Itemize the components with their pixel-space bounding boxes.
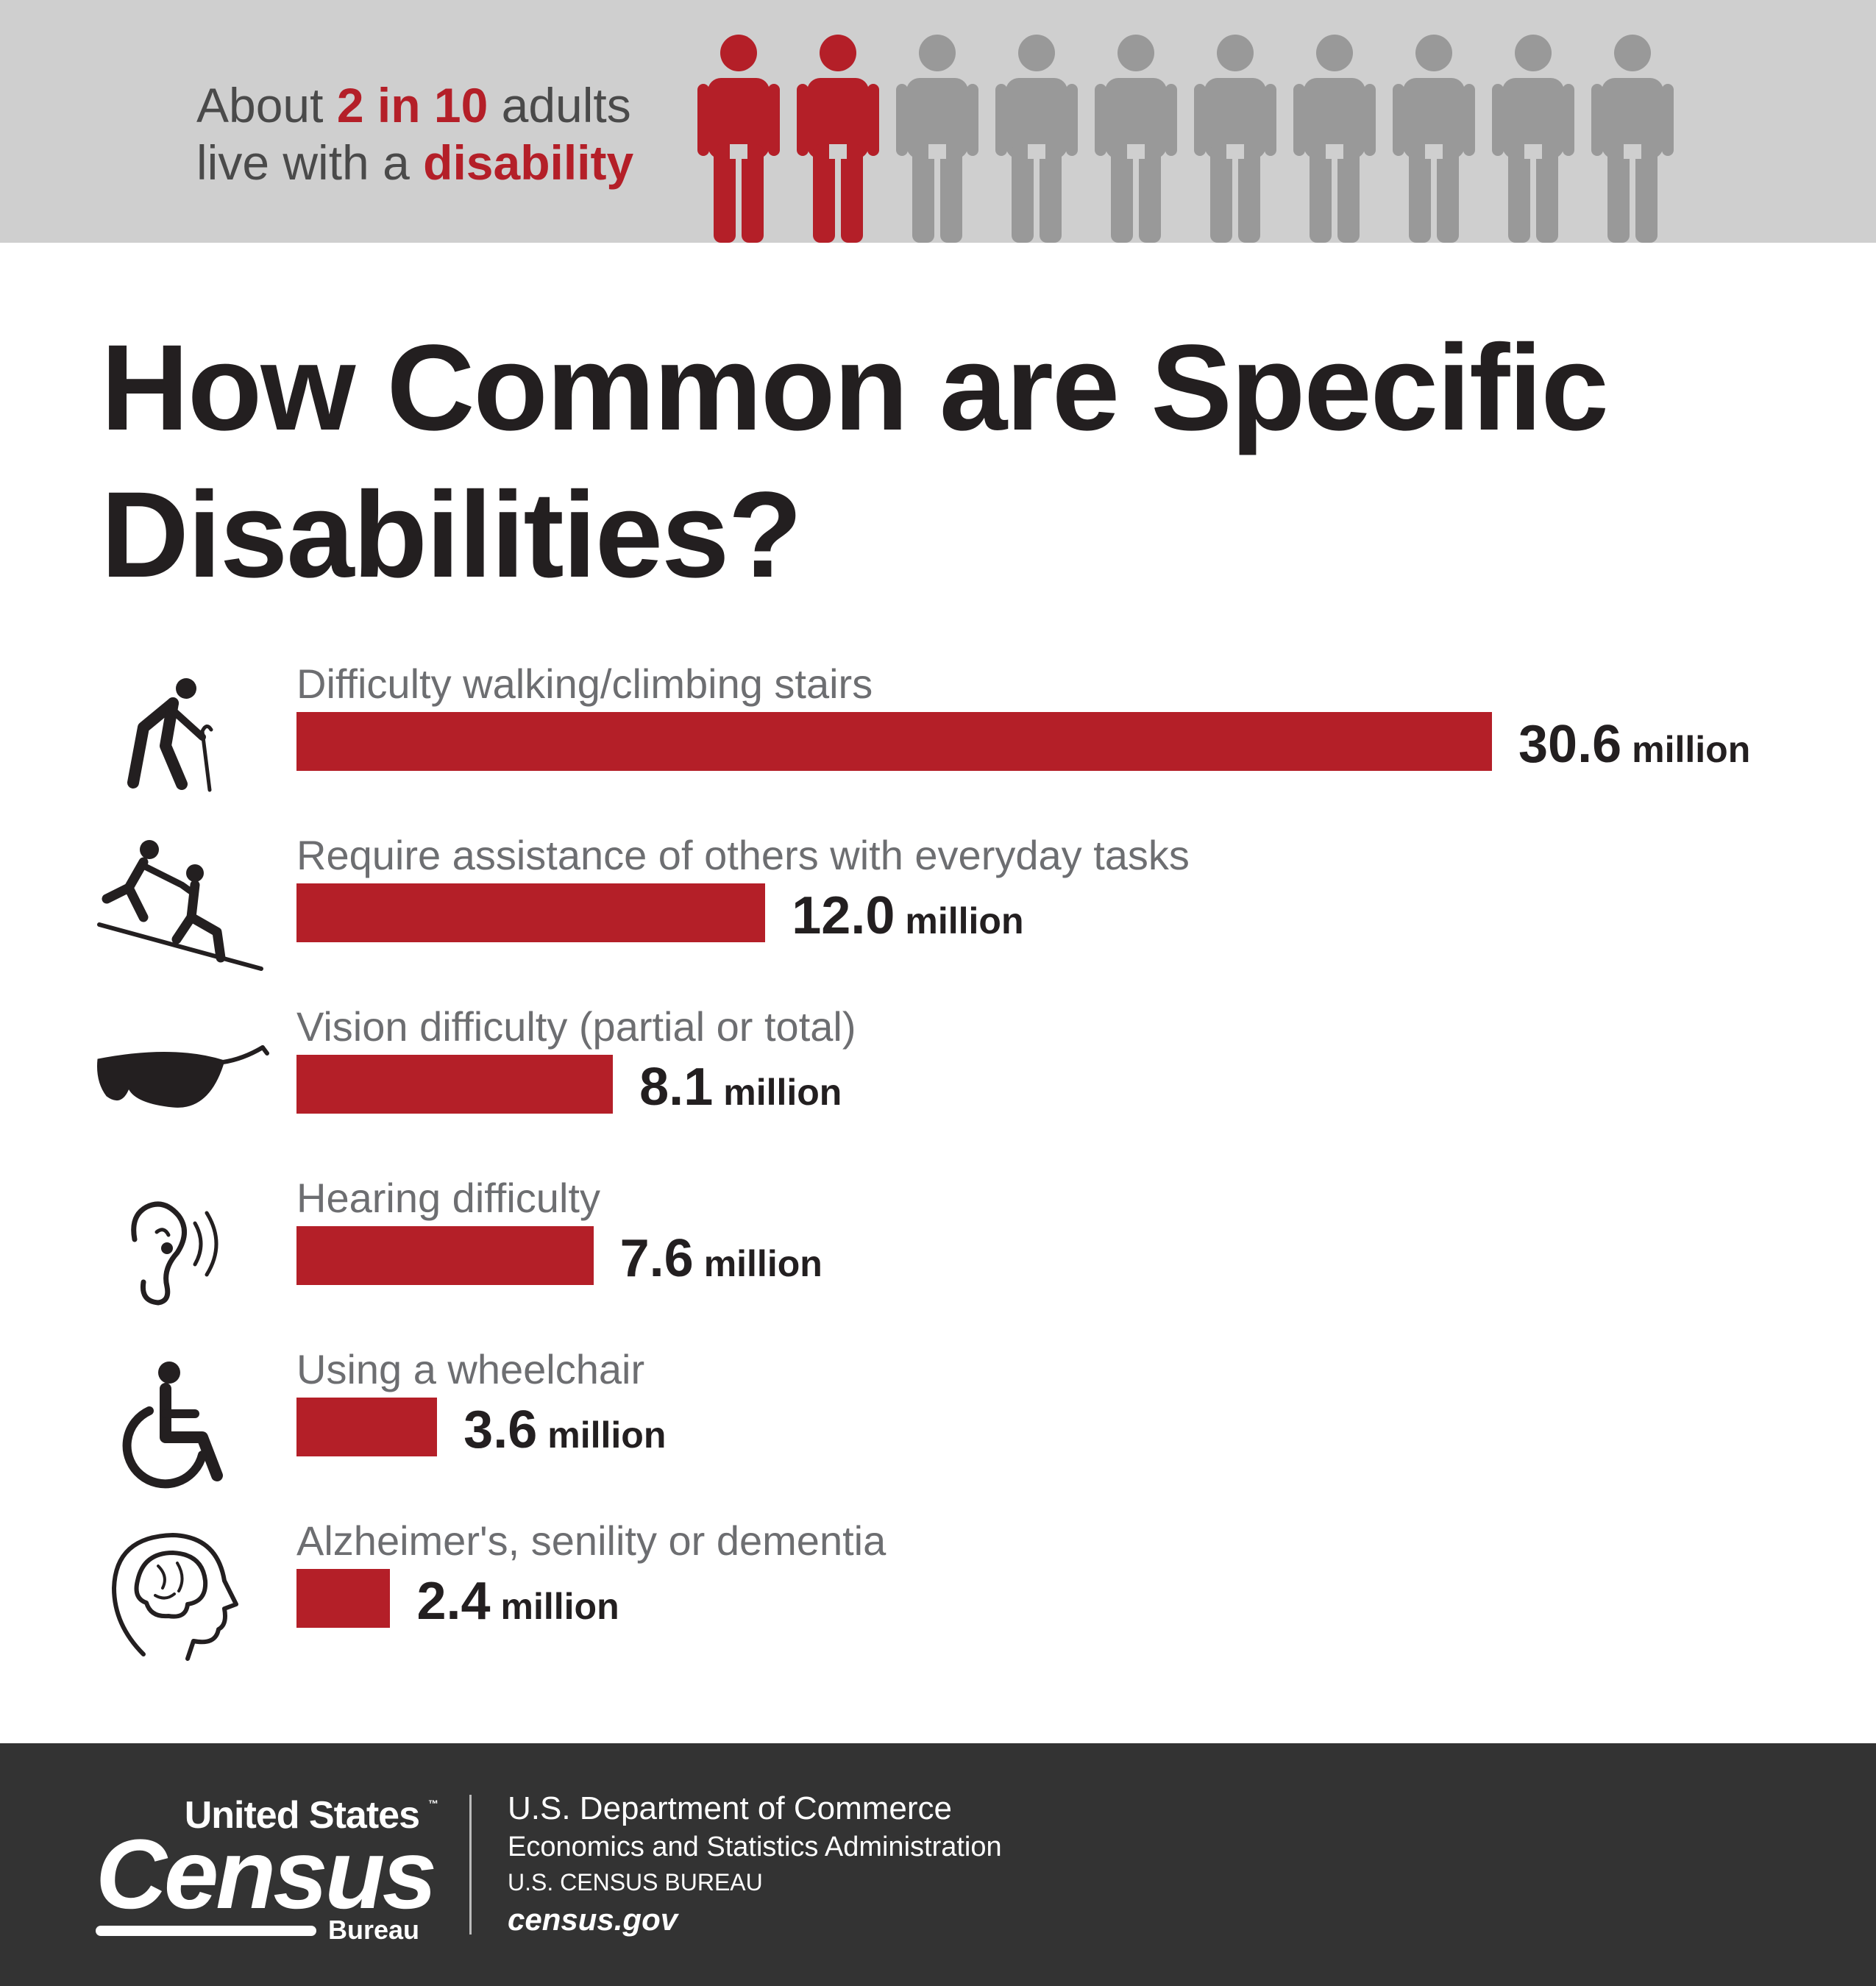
bar-value-unit: million	[905, 900, 1024, 942]
category-label: Require assistance of others with everyd…	[296, 832, 1190, 878]
bar	[296, 1055, 614, 1114]
person-icon	[1492, 35, 1574, 243]
agency-bureau: U.S. CENSUS BUREAU	[508, 1869, 763, 1896]
wheelchair-icon	[122, 1362, 223, 1489]
bar-value-label: 7.6 million	[620, 1229, 822, 1293]
category-label: Using a wheelchair	[296, 1346, 645, 1392]
banner-statement: About 2 in 10 adults live with a disabil…	[196, 76, 633, 191]
banner-ratio: 2 in 10	[336, 78, 488, 132]
person-icon-highlighted	[797, 35, 879, 243]
bar-value-label: 30.6 million	[1518, 715, 1750, 779]
person-icon-highlighted	[697, 35, 780, 243]
bar-value-number: 7.6	[619, 1229, 694, 1288]
bar-value-unit: million	[723, 1072, 842, 1113]
person-icon	[1293, 35, 1376, 243]
banner-disability-word: disability	[423, 135, 634, 190]
bar-value-label: 3.6 million	[463, 1400, 666, 1464]
bar	[296, 712, 1492, 771]
bar-value-unit: million	[547, 1414, 667, 1456]
banner-text-mid: adults	[488, 78, 631, 132]
category-label: Vision difficulty (partial or total)	[296, 1003, 856, 1050]
category-label: Difficulty walking/climbing stairs	[296, 661, 873, 707]
logo-trademark: ™	[428, 1798, 438, 1809]
logo-census: Census	[96, 1820, 437, 1929]
census-gov-link[interactable]: census.gov	[508, 1902, 678, 1937]
people-pictogram	[697, 34, 1683, 243]
agency-department: U.S. Department of Commerce	[508, 1790, 952, 1826]
person-icon	[896, 35, 978, 243]
bar-value-number: 8.1	[639, 1058, 714, 1117]
bar-value-label: 2.4 million	[416, 1572, 619, 1636]
bar-value-label: 12.0 million	[792, 886, 1023, 950]
bar-value-unit: million	[703, 1243, 822, 1284]
logo-united-states: United States	[184, 1794, 420, 1837]
bar-value-unit: million	[1632, 729, 1751, 770]
bar-value-number: 3.6	[463, 1400, 538, 1459]
category-label: Alzheimer's, senility or dementia	[296, 1517, 887, 1564]
bar	[296, 1569, 391, 1628]
person-icon	[1591, 35, 1674, 243]
logo-underline	[96, 1926, 316, 1936]
hearing-ear-icon	[131, 1201, 218, 1306]
bar	[296, 1398, 438, 1456]
walking-cane-icon	[127, 678, 213, 792]
category-label: Hearing difficulty	[296, 1175, 600, 1221]
logo-bureau: Bureau	[327, 1915, 419, 1945]
census-bureau-logo: United States ™ Census Bureau	[96, 1794, 441, 1945]
bar-value-number: 30.6	[1518, 715, 1622, 774]
banner-text-pre: About	[196, 78, 337, 132]
footer-divider	[469, 1795, 472, 1935]
person-icon	[995, 35, 1078, 243]
banner-text-line2: live with a	[196, 135, 424, 190]
head-brain-icon	[112, 1533, 238, 1661]
bar-value-label: 8.1 million	[639, 1058, 842, 1122]
disability-bar-chart: Difficulty walking/climbing stairs 30.6 mi…	[0, 647, 1876, 1662]
bar-value-unit: million	[500, 1586, 619, 1627]
person-icon	[1095, 35, 1177, 243]
page-title: How Common are Specific Disabilities?	[101, 320, 1609, 603]
person-icon	[1393, 35, 1475, 243]
bar-value-number: 2.4	[416, 1572, 491, 1631]
person-icon	[1194, 35, 1276, 243]
footer: United States ™ Census Bureau U.S. Depar…	[0, 1743, 1876, 1986]
bar	[296, 883, 766, 942]
sunglasses-icon	[97, 1045, 269, 1108]
bar-value-number: 12.0	[792, 886, 895, 945]
helping-climb-icon	[97, 840, 263, 971]
top-banner: About 2 in 10 adults live with a disabil…	[0, 0, 1876, 243]
agency-administration: Economics and Statistics Administration	[508, 1832, 1002, 1862]
agency-info: U.S. Department of Commerce Economics an…	[508, 1789, 1002, 1940]
bar	[296, 1226, 594, 1285]
